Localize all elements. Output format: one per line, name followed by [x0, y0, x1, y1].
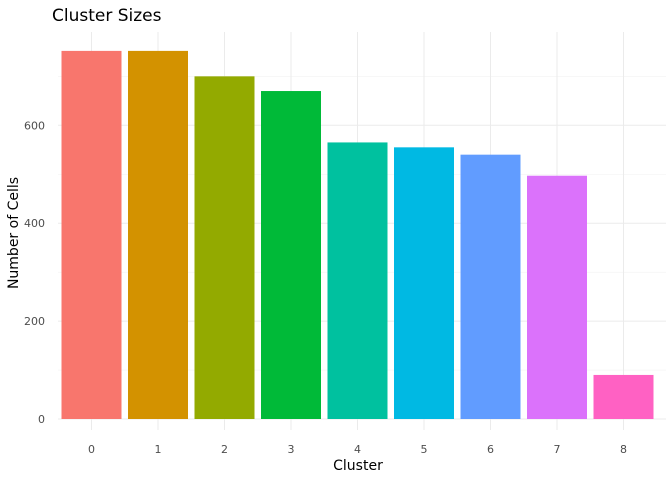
- x-tick-label: 3: [288, 443, 295, 456]
- chart-title: Cluster Sizes: [52, 6, 162, 26]
- y-tick-label: 200: [24, 315, 45, 328]
- x-axis-ticks: 0 1 2 3 4 5 6 7 8: [88, 443, 627, 456]
- bar-cluster-2: [194, 76, 255, 419]
- x-tick-label: 2: [221, 443, 228, 456]
- y-tick-label: 0: [38, 413, 45, 426]
- bar-cluster-7: [527, 175, 587, 419]
- bar-cluster-6: [460, 154, 521, 420]
- y-tick-label: 600: [24, 119, 45, 132]
- bar-cluster-5: [394, 147, 454, 419]
- y-tick-label: 400: [24, 217, 45, 230]
- x-tick-label: 4: [354, 443, 361, 456]
- x-tick-label: 0: [88, 443, 95, 456]
- bar-cluster-0: [61, 50, 122, 420]
- x-tick-label: 5: [421, 443, 428, 456]
- x-tick-label: 6: [487, 443, 494, 456]
- y-axis-ticks: 0 200 400 600: [24, 119, 45, 426]
- bars: [61, 50, 654, 420]
- x-tick-label: 8: [620, 443, 627, 456]
- bar-cluster-3: [261, 91, 321, 419]
- bar-cluster-8: [593, 374, 654, 419]
- bar-cluster-1: [128, 50, 188, 420]
- x-axis-title: Cluster: [333, 458, 383, 474]
- x-tick-label: 1: [155, 443, 162, 456]
- x-tick-label: 7: [554, 443, 561, 456]
- bar-cluster-4: [327, 142, 388, 419]
- y-axis-title: Number of Cells: [6, 177, 22, 289]
